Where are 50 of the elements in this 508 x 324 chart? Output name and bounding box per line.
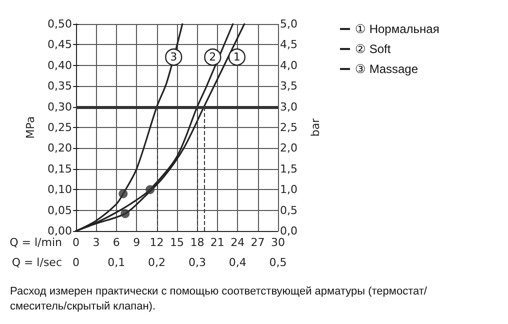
x2-axis-title: Q = l/sec: [12, 256, 62, 269]
y2-tick-label: 3,5: [280, 80, 298, 93]
x2-tick-label: 0: [72, 256, 80, 269]
x-tick-label: 21: [210, 236, 224, 249]
legend-label: ① Нормальная: [355, 22, 440, 36]
x-tick-label: 0: [72, 236, 80, 249]
y-tick-label: 0,25: [48, 121, 72, 134]
text: Расход измерен практически с помощью соответствующей арматуры (термостат/ смеситель/скрытый клапан).: [10, 286, 428, 312]
x2-tick-label: 0,2: [148, 256, 166, 269]
y-tick-label: 0,40: [48, 58, 72, 72]
y2-tick-label: 2,5: [280, 121, 298, 134]
x-tick-label: 12: [150, 236, 164, 249]
x2-tick-label: 0,5: [269, 256, 287, 269]
y-tick-label: 0,15: [48, 162, 72, 176]
x2-tick-label: 0,4: [228, 256, 246, 269]
y-tick-label: 0,45: [48, 38, 72, 52]
x-tick-label: 30: [271, 236, 285, 249]
y-tick-label: 0,50: [48, 18, 72, 30]
y-axis-title: MPa: [24, 116, 37, 139]
legend-label: ③ Massage: [355, 62, 418, 76]
y2-tick-label: 1,0: [280, 183, 298, 196]
x-tick-label: 24: [230, 236, 245, 249]
y2-tick-label: 2,0: [280, 142, 298, 155]
y-tick-label: 0,35: [48, 80, 72, 93]
annotation: 1: [233, 50, 240, 64]
y-tick-label: 0,30: [48, 100, 72, 114]
y2-tick-label: 0,0: [280, 224, 298, 238]
y2-tick-label: 4,5: [280, 38, 298, 52]
y2-tick-label: 0,5: [280, 204, 298, 217]
annotation: 3: [170, 50, 178, 64]
x-tick-label: 9: [133, 236, 140, 249]
x-tick-label: 27: [250, 236, 265, 249]
x-tick-label: 3: [92, 236, 100, 249]
annotation: 2: [209, 50, 216, 64]
y2-axis-title: bar: [309, 118, 322, 137]
x2-tick-label: 0,1: [108, 256, 126, 269]
y2-tick-label: 1,5: [280, 162, 298, 176]
x-axis-title: Q = l/min: [10, 236, 62, 249]
x-tick-label: 18: [190, 236, 204, 249]
y-tick-label: 0,10: [48, 183, 72, 196]
y-tick-label: 0,05: [48, 204, 72, 217]
y-tick-label: 0,20: [48, 142, 72, 155]
x-tick-label: 6: [112, 236, 120, 249]
y2-tick-label: 5,0: [280, 18, 298, 30]
y-tick-label: 0,00: [48, 224, 72, 238]
x2-tick-label: 0,3: [188, 256, 206, 269]
legend-label: ② Soft: [355, 42, 392, 56]
y2-tick-label: 3,0: [280, 100, 298, 114]
y2-tick-label: 4,0: [280, 58, 298, 72]
x-tick-label: 15: [170, 236, 184, 249]
